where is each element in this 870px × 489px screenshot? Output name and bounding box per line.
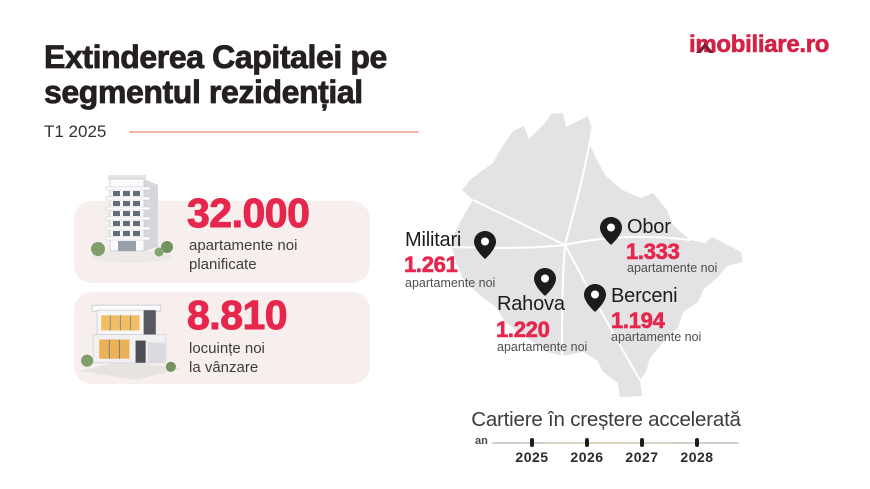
period-label: T1 2025 bbox=[44, 122, 107, 141]
map-pin-icon-berceni[interactable] bbox=[584, 284, 606, 312]
timeline-tick-2028 bbox=[695, 438, 699, 447]
district-name-militari: Militari bbox=[405, 229, 462, 251]
timeline-axis-label: an bbox=[475, 435, 488, 447]
district-value-rahova: 1.220 bbox=[496, 317, 550, 343]
district-value-obor: 1.333 bbox=[626, 239, 680, 265]
district-name-berceni: Berceni bbox=[611, 285, 678, 307]
stat-planned-apartments-label: apartamente noi planificate bbox=[189, 237, 297, 275]
page-title: Extinderea Capitalei pe segmentul rezide… bbox=[44, 39, 388, 110]
stat-homes-for-sale-label: locuințe noi la vânzare bbox=[189, 340, 265, 378]
stat-homes-for-sale-label-line1: locuințe noi bbox=[189, 340, 265, 357]
district-value-militari: 1.261 bbox=[404, 252, 458, 278]
timeline-year-2025: 2025 bbox=[515, 449, 549, 465]
timeline-year-2027: 2027 bbox=[625, 449, 659, 465]
city-outline bbox=[452, 113, 743, 397]
stat-planned-apartments-value: 32.000 bbox=[186, 190, 310, 237]
timeline-tick-2027 bbox=[640, 438, 644, 447]
district-unit-berceni: apartamente noi bbox=[611, 330, 702, 344]
imobiliare-logo[interactable]: imobiliare.ro bbox=[689, 31, 830, 60]
house-image bbox=[77, 294, 183, 385]
divider-line bbox=[129, 131, 419, 133]
stat-homes-for-sale-value: 8.810 bbox=[186, 292, 288, 339]
timeline-year-2026: 2026 bbox=[570, 449, 604, 465]
map-pin-icon-militari[interactable] bbox=[474, 231, 496, 259]
timeline-axis-line bbox=[492, 442, 739, 444]
district-value-berceni: 1.194 bbox=[611, 308, 665, 334]
logo-roof-icon bbox=[696, 32, 714, 60]
map-pin-icon-obor[interactable] bbox=[600, 217, 622, 245]
imobiliare-logo-text: imobiliare.ro bbox=[689, 31, 830, 59]
timeline-year-2028: 2028 bbox=[680, 449, 714, 465]
stat-planned-apartments-label-line1: apartamente noi bbox=[189, 237, 298, 254]
map-pin-icon-rahova[interactable] bbox=[534, 268, 556, 296]
district-name-rahova: Rahova bbox=[497, 293, 565, 315]
district-name-obor: Obor bbox=[627, 216, 671, 238]
timeline-tick-2026 bbox=[585, 438, 589, 447]
page-title-line1: Extinderea Capitalei pe bbox=[44, 39, 388, 75]
stat-homes-for-sale-label-line2: la vânzare bbox=[189, 358, 259, 376]
apartment-building-image bbox=[82, 167, 182, 272]
page-title-line2: segmentul rezidențial bbox=[44, 73, 364, 110]
district-unit-rahova: apartamente noi bbox=[497, 340, 588, 354]
timeline-caption: Cartiere în creștere accelerată bbox=[471, 408, 741, 431]
bucharest-map bbox=[440, 92, 760, 412]
district-unit-obor: apartamente noi bbox=[627, 261, 718, 275]
stat-planned-apartments-label-line2: planificate bbox=[189, 255, 257, 273]
district-unit-militari: apartamente noi bbox=[405, 276, 496, 290]
timeline-tick-2025 bbox=[530, 438, 534, 447]
